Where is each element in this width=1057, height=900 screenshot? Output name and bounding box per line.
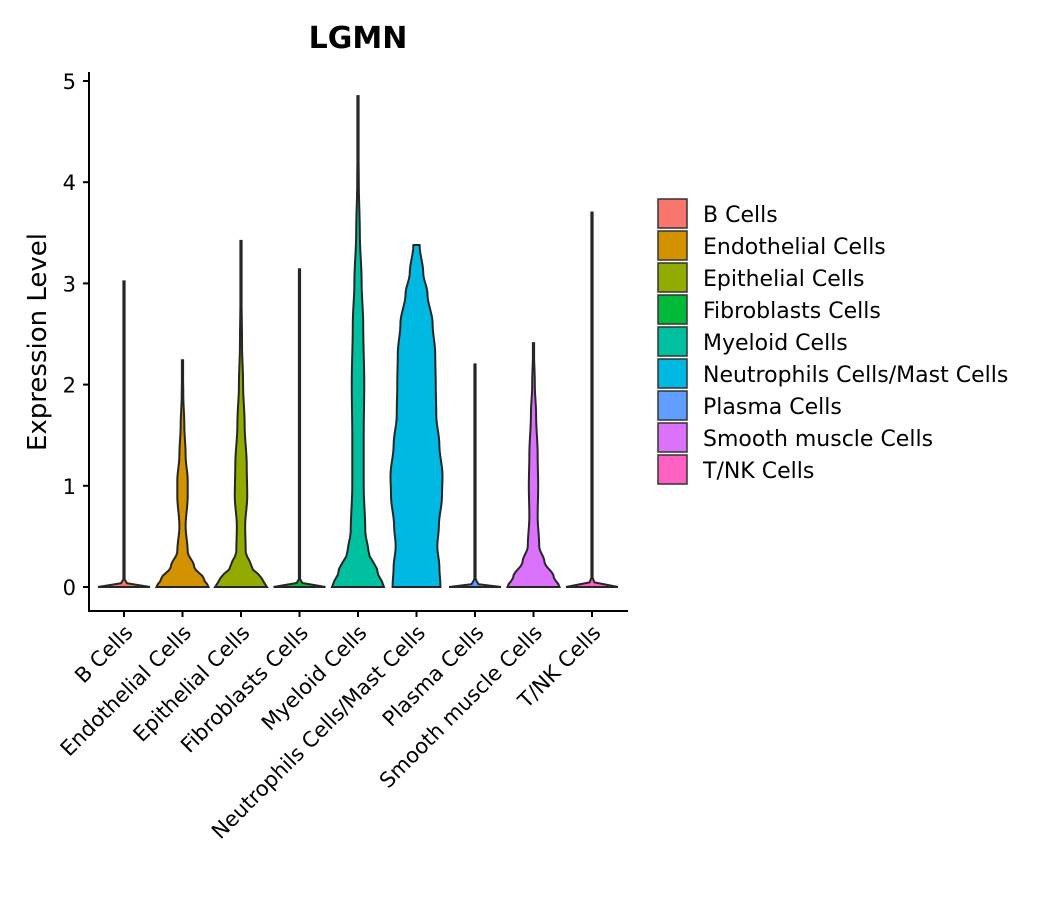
violin-smooth-muscle-cells	[506, 342, 561, 588]
legend-swatch-myeloid-cells	[657, 326, 688, 357]
legend-swatch-epithelial-cells	[657, 262, 688, 293]
legend-label-b-cells: B Cells	[703, 203, 778, 228]
legend-label-myeloid-cells: Myeloid Cells	[703, 331, 848, 356]
y-tick-label-4: 4	[63, 171, 76, 195]
violin-myeloid-cells	[330, 95, 386, 588]
x-tick-label-plasma-cells: Plasma Cells	[378, 621, 489, 732]
violin-endothelial-cells	[154, 359, 211, 588]
violin-fibroblasts-cells	[273, 268, 326, 588]
legend-label-fibroblasts-cells: Fibroblasts Cells	[703, 299, 881, 324]
legend: B Cells Endothelial Cells Epithelial Cells…	[657, 198, 1008, 485]
chart-title: LGMN	[309, 21, 408, 56]
legend-label-t-nk-cells: T/NK Cells	[702, 459, 814, 484]
legend-label-endothelial-cells: Endothelial Cells	[703, 235, 886, 260]
y-axis-ticks: 0 1 2 3 4 5	[63, 70, 89, 600]
legend-label-neutrophils-cells-mast-cells: Neutrophils Cells/Mast Cells	[703, 363, 1008, 388]
legend-label-smooth-muscle-cells: Smooth muscle Cells	[703, 427, 933, 452]
legend-swatch-endothelial-cells	[657, 230, 688, 261]
legend-swatch-smooth-muscle-cells	[657, 422, 688, 453]
violin-plasma-cells	[448, 363, 502, 588]
y-tick-label-5: 5	[63, 70, 76, 94]
y-tick-label-3: 3	[63, 272, 76, 296]
y-tick-label-2: 2	[63, 374, 76, 398]
legend-label-plasma-cells: Plasma Cells	[703, 395, 842, 420]
y-tick-label-0: 0	[63, 576, 76, 600]
legend-swatch-fibroblasts-cells	[657, 294, 688, 325]
violins-group	[97, 95, 619, 588]
y-axis-title: Expression Level	[23, 233, 53, 451]
violin-t-nk-cells	[565, 211, 619, 588]
legend-swatch-t-nk-cells	[657, 454, 688, 485]
legend-swatch-plasma-cells	[657, 390, 688, 421]
x-tick-label-neutrophils-cells-mast-cells: Neutrophils Cells/Mast Cells	[207, 621, 430, 844]
violin-neutrophils-cells-mast-cells	[389, 243, 444, 588]
violin-epithelial-cells	[213, 239, 269, 588]
violin-b-cells	[97, 280, 151, 588]
legend-label-epithelial-cells: Epithelial Cells	[703, 267, 864, 292]
legend-swatch-neutrophils-cells-mast-cells	[657, 358, 688, 389]
y-tick-label-1: 1	[63, 475, 76, 499]
legend-swatch-b-cells	[657, 198, 688, 229]
